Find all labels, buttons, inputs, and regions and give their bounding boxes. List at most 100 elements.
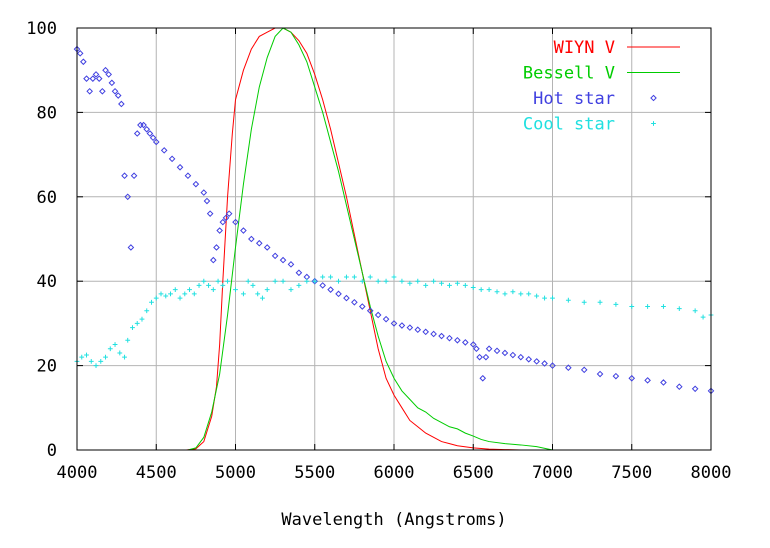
data-point-cool-star <box>172 287 178 293</box>
y-tick-label: 40 <box>37 272 57 292</box>
data-point-cool-star <box>264 287 270 293</box>
data-point-hot-star <box>222 214 230 222</box>
data-point-cool-star <box>391 274 397 280</box>
data-point-hot-star <box>351 298 358 306</box>
x-tick-label: 7500 <box>611 463 652 483</box>
data-point-cool-star <box>542 295 547 301</box>
data-point-cool-star <box>220 283 226 288</box>
data-point-hot-star <box>476 353 483 361</box>
data-point-hot-star <box>89 75 97 82</box>
data-point-cool-star <box>103 354 108 360</box>
data-point-hot-star <box>176 163 184 171</box>
y-tick-label: 100 <box>26 19 57 39</box>
data-point-cool-star <box>260 295 265 301</box>
data-point-cool-star <box>250 283 256 288</box>
data-point-hot-star <box>213 244 220 251</box>
y-tick-label: 80 <box>37 103 57 123</box>
x-tick-label: 4000 <box>57 463 98 483</box>
data-point-hot-star <box>660 379 667 386</box>
data-point-cool-star <box>367 274 373 280</box>
data-point-hot-star <box>86 87 93 95</box>
data-point-cool-star <box>280 278 286 284</box>
legend-swatch-cool-star <box>651 121 656 126</box>
series-layer <box>73 27 715 451</box>
axis-ticks: 4000 4500 5000 5500 6000 6500 7000 7500 8000 0 20 4… <box>26 19 731 483</box>
data-point-cool-star <box>191 291 197 297</box>
data-point-hot-star <box>255 239 263 247</box>
data-point-hot-star <box>501 349 509 357</box>
data-point-cool-star <box>255 291 261 297</box>
data-point-hot-star <box>102 66 109 74</box>
data-point-cool-star <box>182 291 188 297</box>
data-point-hot-star <box>628 374 636 382</box>
data-point-cool-star <box>272 278 278 284</box>
data-point-hot-star <box>541 360 548 367</box>
data-point-hot-star <box>580 366 588 374</box>
data-point-cool-star <box>494 289 500 295</box>
data-point-hot-star <box>216 227 223 234</box>
data-point-hot-star <box>248 235 255 243</box>
data-point-hot-star <box>533 358 540 365</box>
data-point-cool-star <box>518 291 524 297</box>
data-point-cool-star <box>196 283 202 288</box>
data-point-cool-star <box>399 278 405 284</box>
data-point-cool-star <box>470 285 476 290</box>
data-point-hot-star <box>675 383 683 391</box>
data-point-cool-star <box>125 337 131 343</box>
data-point-hot-star <box>319 282 326 289</box>
data-point-cool-star <box>233 287 238 293</box>
data-point-cool-star <box>107 346 113 352</box>
data-point-cool-star <box>565 297 571 303</box>
data-point-cool-star <box>692 308 698 314</box>
data-point-cool-star <box>149 299 154 305</box>
data-point-cool-star <box>215 278 221 284</box>
x-tick-label: 5000 <box>215 463 256 483</box>
data-point-hot-star <box>219 218 227 226</box>
data-point-hot-star <box>335 290 342 298</box>
data-point-hot-star <box>83 75 90 82</box>
data-point-hot-star <box>644 377 651 384</box>
data-point-cool-star <box>423 283 429 288</box>
data-point-cool-star <box>502 291 508 297</box>
data-point-hot-star <box>146 130 154 137</box>
data-point-cool-star <box>510 289 516 295</box>
data-point-hot-star <box>160 147 168 154</box>
data-point-hot-star <box>525 355 533 363</box>
data-point-hot-star <box>327 286 334 293</box>
data-point-hot-star <box>149 134 157 142</box>
data-point-hot-star <box>454 336 461 344</box>
data-point-cool-star <box>351 274 357 280</box>
data-point-hot-star <box>406 324 414 331</box>
data-point-hot-star <box>118 100 125 108</box>
data-point-hot-star <box>80 58 87 66</box>
data-point-cool-star <box>336 278 341 284</box>
data-point-cool-star <box>431 278 437 284</box>
legend-swatch-hot-star <box>650 94 657 102</box>
data-point-hot-star <box>140 121 147 129</box>
data-point-cool-star <box>296 283 302 288</box>
data-point-hot-star <box>210 256 217 264</box>
x-axis-label: Wavelength (Angstroms) <box>281 510 506 530</box>
data-point-cool-star <box>613 302 619 307</box>
data-point-cool-star <box>478 287 484 293</box>
data-point-cool-star <box>629 304 635 309</box>
data-point-cool-star <box>375 278 381 284</box>
data-point-cool-star <box>320 274 326 280</box>
data-point-hot-star <box>482 353 490 361</box>
data-point-hot-star <box>422 328 430 336</box>
data-point-cool-star <box>122 354 127 360</box>
data-point-cool-star <box>415 278 421 284</box>
data-point-hot-star <box>92 71 100 78</box>
data-point-hot-star <box>105 71 113 78</box>
x-tick-label: 8000 <box>691 463 732 483</box>
data-point-cool-star <box>84 352 89 358</box>
data-point-hot-star <box>114 92 122 99</box>
data-point-hot-star <box>168 155 176 163</box>
data-point-hot-star <box>111 87 119 95</box>
data-point-cool-star <box>581 299 587 305</box>
data-point-cool-star <box>158 291 164 297</box>
data-point-cool-star <box>526 291 532 297</box>
data-point-hot-star <box>271 252 279 260</box>
data-point-hot-star <box>203 197 211 205</box>
